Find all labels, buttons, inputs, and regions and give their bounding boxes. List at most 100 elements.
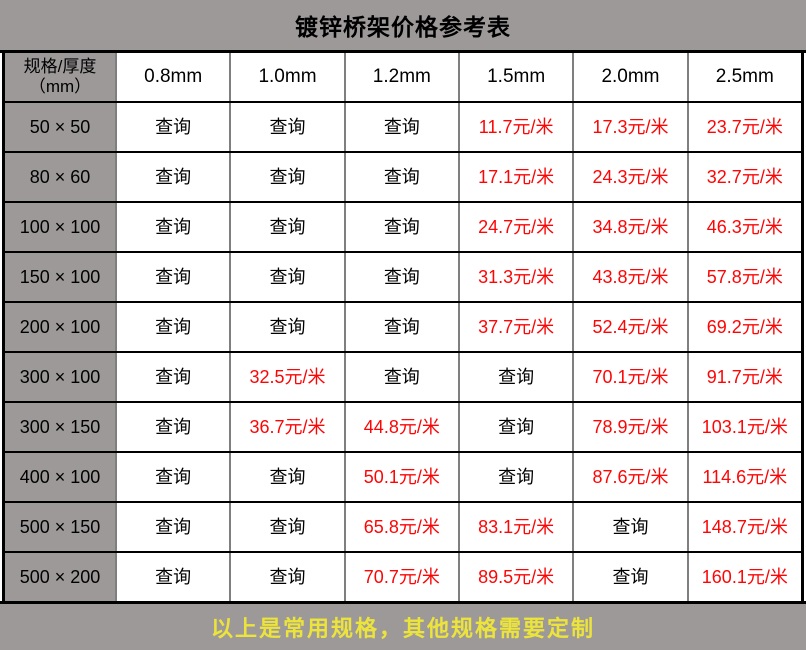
footer-note: 以上是常用规格，其他规格需要定制 bbox=[210, 616, 595, 641]
price-cell: 70.1元/米 bbox=[572, 353, 687, 401]
query-label: 查询 bbox=[155, 316, 192, 337]
price-cell: 83.1元/米 bbox=[457, 503, 573, 551]
spec-label: 500 × 200 bbox=[19, 566, 101, 587]
query-label: 查询 bbox=[612, 566, 649, 587]
query-cell[interactable]: 查询 bbox=[343, 253, 458, 301]
query-cell[interactable]: 查询 bbox=[457, 403, 573, 451]
query-cell[interactable]: 查询 bbox=[229, 253, 344, 301]
query-label: 查询 bbox=[269, 516, 306, 537]
price-value: 24.7元/米 bbox=[478, 216, 555, 237]
price-cell: 37.7元/米 bbox=[457, 303, 573, 351]
query-cell[interactable]: 查询 bbox=[343, 153, 458, 201]
price-cell: 36.7元/米 bbox=[229, 403, 344, 451]
spec-cell: 500 × 150 bbox=[5, 503, 115, 551]
price-cell: 52.4元/米 bbox=[572, 303, 687, 351]
query-cell[interactable]: 查询 bbox=[572, 553, 687, 601]
spec-label: 400 × 100 bbox=[19, 466, 101, 487]
query-cell[interactable]: 查询 bbox=[229, 103, 344, 151]
query-label: 查询 bbox=[155, 416, 192, 437]
price-cell: 87.6元/米 bbox=[572, 453, 687, 501]
price-cell: 65.8元/米 bbox=[343, 503, 458, 551]
price-value: 70.7元/米 bbox=[363, 566, 440, 587]
query-cell[interactable]: 查询 bbox=[229, 303, 344, 351]
query-label: 查询 bbox=[269, 316, 306, 337]
price-value: 46.3元/米 bbox=[706, 216, 783, 237]
query-cell[interactable]: 查询 bbox=[229, 553, 344, 601]
table-title: 镀锌桥架价格参考表 bbox=[295, 14, 511, 40]
query-label: 查询 bbox=[383, 366, 420, 387]
query-cell[interactable]: 查询 bbox=[343, 303, 458, 351]
query-cell[interactable]: 查询 bbox=[115, 153, 230, 201]
query-label: 查询 bbox=[155, 166, 192, 187]
query-cell[interactable]: 查询 bbox=[229, 153, 344, 201]
query-cell[interactable]: 查询 bbox=[115, 253, 230, 301]
price-cell: 114.6元/米 bbox=[686, 453, 801, 501]
query-cell[interactable]: 查询 bbox=[115, 503, 230, 551]
price-value: 78.9元/米 bbox=[592, 416, 669, 437]
spec-label: 500 × 150 bbox=[19, 516, 101, 537]
price-value: 52.4元/米 bbox=[592, 316, 669, 337]
table-row: 50 × 50 查询 查询 查询 11.7元/米 17.3元/米 23.7元/米 bbox=[5, 103, 801, 153]
thickness-header-label: 0.8mm bbox=[144, 66, 203, 88]
spec-label: 80 × 60 bbox=[29, 166, 91, 187]
query-label: 查询 bbox=[383, 216, 420, 237]
table-row: 80 × 60 查询 查询 查询 17.1元/米 24.3元/米 32.7元/米 bbox=[5, 153, 801, 203]
spec-header-line1: 规格/厚度 bbox=[23, 57, 97, 77]
spec-cell: 400 × 100 bbox=[5, 453, 115, 501]
query-label: 查询 bbox=[498, 366, 535, 387]
table-row: 300 × 150 查询 36.7元/米 44.8元/米 查询 78.9元/米 103.1元… bbox=[5, 403, 801, 453]
spec-label: 200 × 100 bbox=[19, 316, 101, 337]
price-cell: 69.2元/米 bbox=[686, 303, 801, 351]
query-cell[interactable]: 查询 bbox=[343, 203, 458, 251]
query-label: 查询 bbox=[155, 216, 192, 237]
thickness-header-label: 1.0mm bbox=[258, 66, 317, 88]
query-label: 查询 bbox=[383, 166, 420, 187]
price-cell: 32.7元/米 bbox=[686, 153, 801, 201]
query-label: 查询 bbox=[383, 316, 420, 337]
query-cell[interactable]: 查询 bbox=[343, 103, 458, 151]
thickness-header-2-5mm: 2.5mm bbox=[686, 53, 801, 101]
price-value: 31.3元/米 bbox=[478, 266, 555, 287]
price-value: 43.8元/米 bbox=[592, 266, 669, 287]
price-value: 114.6元/米 bbox=[702, 466, 788, 487]
query-label: 查询 bbox=[155, 366, 192, 387]
thickness-header-1-2mm: 1.2mm bbox=[343, 53, 458, 101]
spec-cell: 300 × 150 bbox=[5, 403, 115, 451]
price-cell: 70.7元/米 bbox=[343, 553, 458, 601]
query-cell[interactable]: 查询 bbox=[115, 103, 230, 151]
query-cell[interactable]: 查询 bbox=[115, 453, 230, 501]
table-row: 400 × 100 查询 查询 50.1元/米 查询 87.6元/米 114.6元/米 bbox=[5, 453, 801, 503]
price-cell: 17.3元/米 bbox=[572, 103, 687, 151]
spec-label: 300 × 150 bbox=[19, 416, 101, 437]
query-cell[interactable]: 查询 bbox=[115, 303, 230, 351]
query-cell[interactable]: 查询 bbox=[343, 353, 458, 401]
query-cell[interactable]: 查询 bbox=[115, 403, 230, 451]
query-cell[interactable]: 查询 bbox=[457, 453, 573, 501]
spec-cell: 200 × 100 bbox=[5, 303, 115, 351]
thickness-header-label: 1.2mm bbox=[372, 66, 431, 88]
query-cell[interactable]: 查询 bbox=[115, 553, 230, 601]
price-value: 24.3元/米 bbox=[592, 166, 669, 187]
query-label: 查询 bbox=[269, 216, 306, 237]
query-cell[interactable]: 查询 bbox=[229, 453, 344, 501]
query-cell[interactable]: 查询 bbox=[229, 503, 344, 551]
spec-cell: 80 × 60 bbox=[5, 153, 115, 201]
price-table: 规格/厚度 （mm） 0.8mm 1.0mm 1.2mm 1.5mm 2.0mm… bbox=[2, 53, 804, 601]
query-label: 查询 bbox=[155, 116, 192, 137]
price-value: 148.7元/米 bbox=[701, 516, 788, 537]
query-cell[interactable]: 查询 bbox=[115, 353, 230, 401]
query-label: 查询 bbox=[155, 516, 192, 537]
price-cell: 23.7元/米 bbox=[686, 103, 801, 151]
query-cell[interactable]: 查询 bbox=[572, 503, 687, 551]
spec-label: 50 × 50 bbox=[29, 116, 91, 137]
query-cell[interactable]: 查询 bbox=[229, 203, 344, 251]
table-row: 200 × 100 查询 查询 查询 37.7元/米 52.4元/米 69.2元/米 bbox=[5, 303, 801, 353]
query-cell[interactable]: 查询 bbox=[115, 203, 230, 251]
spec-cell: 300 × 100 bbox=[5, 353, 115, 401]
price-value: 36.7元/米 bbox=[249, 416, 326, 437]
query-label: 查询 bbox=[269, 566, 306, 587]
query-label: 查询 bbox=[155, 266, 192, 287]
price-value: 89.5元/米 bbox=[478, 566, 555, 587]
query-cell[interactable]: 查询 bbox=[457, 353, 573, 401]
